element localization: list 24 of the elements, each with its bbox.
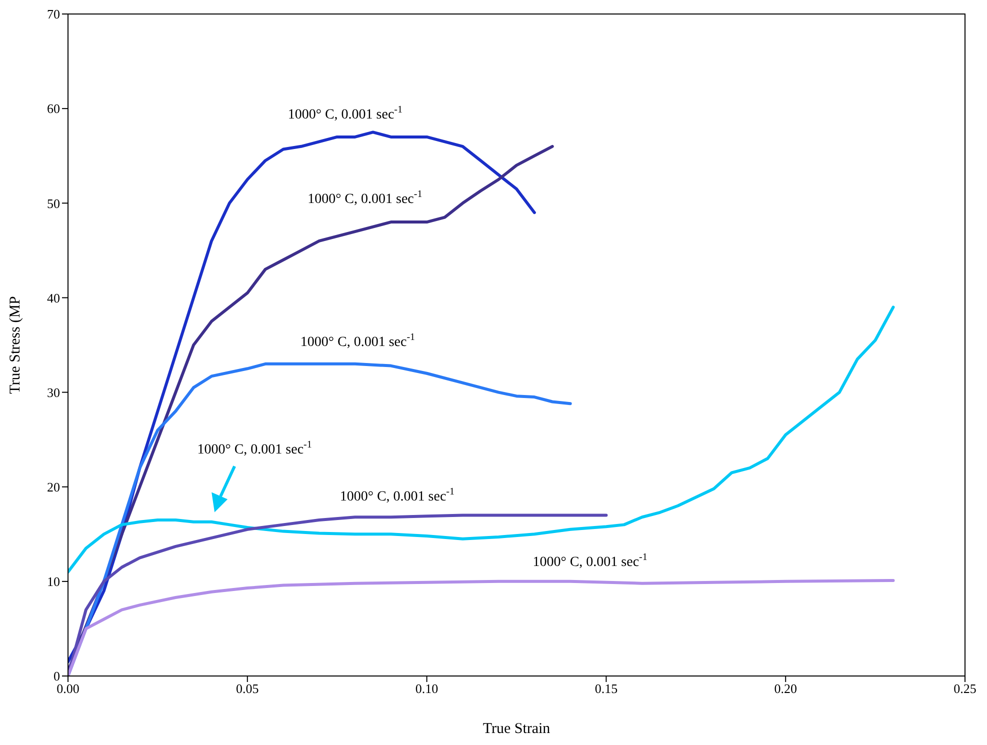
y-tick-label: 70 xyxy=(47,6,60,22)
y-tick-label: 60 xyxy=(47,101,60,116)
annotation: 1000° C, 0.001 sec$^{-1}$ xyxy=(532,552,648,570)
x-tick-label: 0.00 xyxy=(56,681,80,696)
y-tick-label: 20 xyxy=(47,479,60,494)
y-tick-label: 30 xyxy=(47,384,60,400)
x-tick-label: 0.05 xyxy=(236,681,259,696)
y-axis-title: True Stress (MP xyxy=(7,296,24,394)
annotation: 1000° C, 0.001 sec$^{-1}$ xyxy=(340,486,455,504)
x-tick-label: 0.20 xyxy=(774,681,797,696)
x-tick-label: 0.10 xyxy=(415,681,438,696)
x-axis-title: True Strain xyxy=(482,721,551,737)
annotation: 1000° C, 0.001 sec$^{-1}$ xyxy=(300,332,416,350)
x-tick-label: 0.25 xyxy=(954,681,976,696)
y-tick-label: 40 xyxy=(47,290,60,306)
y-tick-label: 0 xyxy=(54,668,60,684)
annotation: 1000° C, 0.001 sec$^{-1}$ xyxy=(197,439,312,458)
x-tick-label: 0.15 xyxy=(594,681,618,696)
line-series xyxy=(68,578,895,676)
y-tick-label: 50 xyxy=(47,196,60,211)
line-series xyxy=(68,306,895,574)
annotation: 1000° C, 0.001 sec$^{-1}$ xyxy=(308,188,422,208)
y-tick-label: 10 xyxy=(47,574,60,590)
annotation: 1000° C, 0.001 sec$^{-1}$ xyxy=(288,104,402,123)
